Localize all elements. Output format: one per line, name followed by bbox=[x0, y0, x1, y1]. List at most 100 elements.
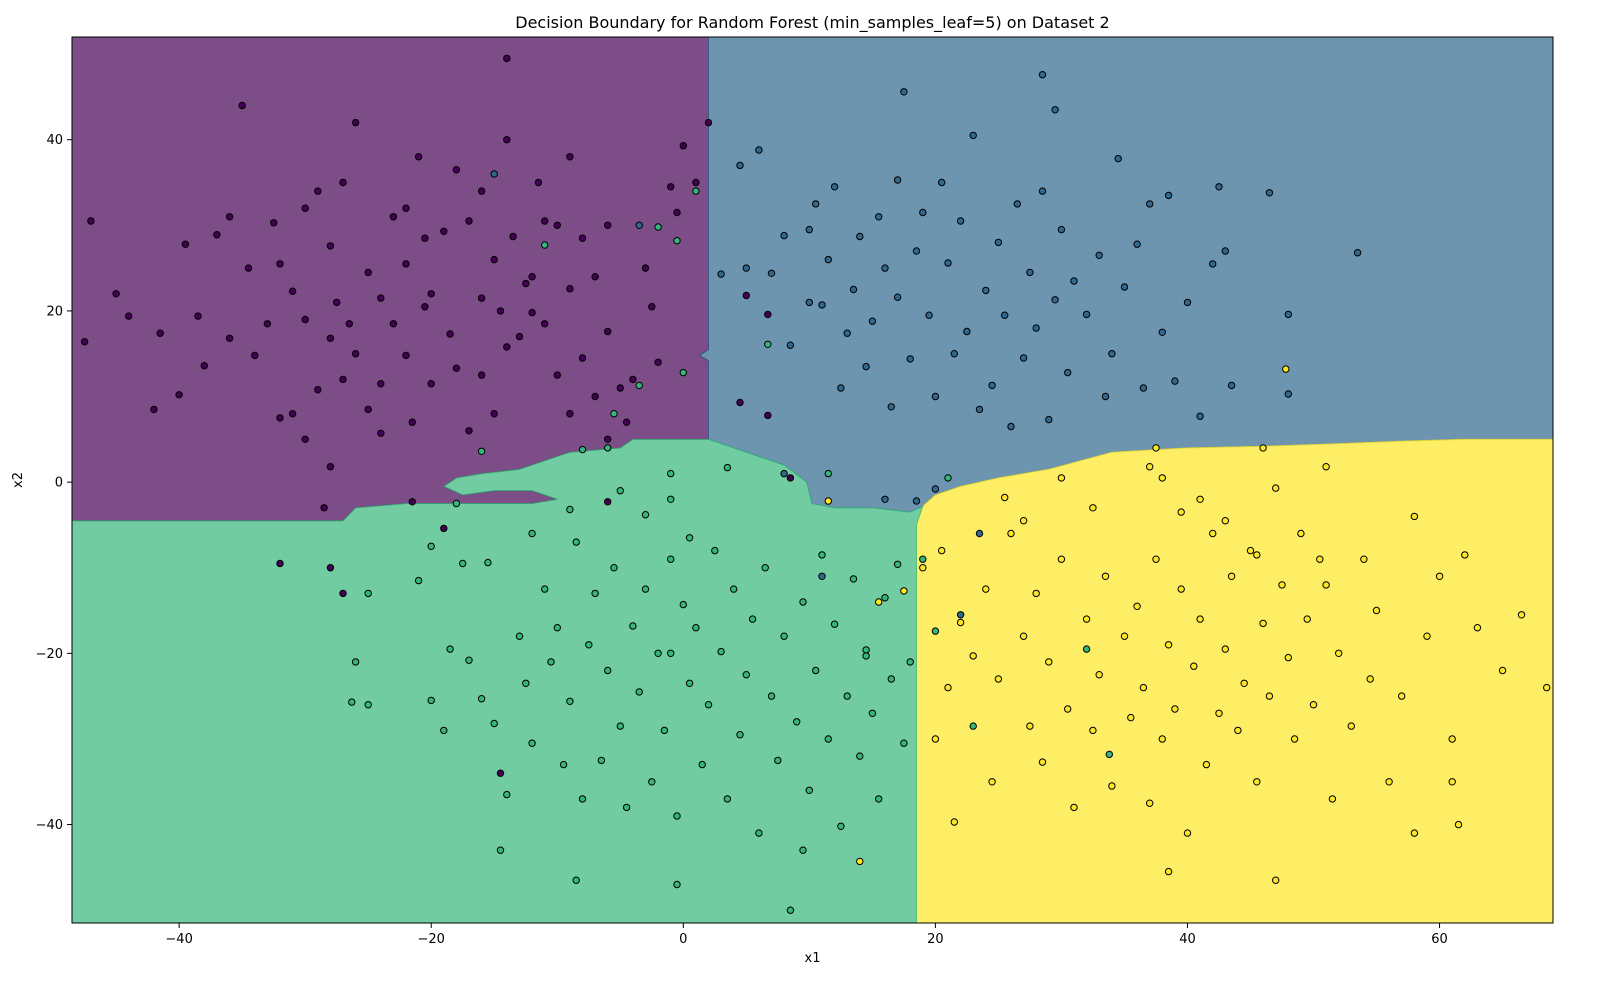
data-point bbox=[1353, 249, 1362, 257]
data-point bbox=[1309, 701, 1318, 709]
data-point bbox=[465, 656, 473, 664]
data-point bbox=[764, 411, 772, 420]
data-point bbox=[711, 546, 719, 555]
data-point bbox=[654, 649, 662, 657]
data-point bbox=[862, 652, 870, 660]
data-point bbox=[452, 499, 461, 508]
data-point bbox=[1164, 867, 1173, 876]
data-point bbox=[585, 641, 593, 649]
data-point bbox=[764, 310, 772, 319]
data-point bbox=[276, 260, 284, 268]
data-point bbox=[566, 505, 574, 514]
data-point bbox=[616, 487, 624, 495]
data-point bbox=[1171, 377, 1179, 385]
data-point bbox=[717, 647, 725, 656]
data-point bbox=[1108, 350, 1116, 358]
data-point bbox=[900, 587, 908, 595]
data-point bbox=[919, 555, 927, 563]
data-point bbox=[736, 731, 744, 739]
data-point bbox=[364, 701, 372, 709]
y-tick-label: 40 bbox=[46, 133, 63, 148]
data-point bbox=[830, 183, 839, 191]
data-point bbox=[868, 709, 877, 717]
data-point bbox=[1114, 154, 1122, 163]
data-point bbox=[1202, 760, 1211, 769]
data-point bbox=[597, 756, 606, 765]
data-point bbox=[1328, 795, 1337, 803]
data-point bbox=[326, 463, 335, 471]
data-point bbox=[1322, 581, 1330, 589]
x-tick-label: −20 bbox=[418, 932, 445, 947]
data-point bbox=[1057, 555, 1066, 563]
data-point bbox=[667, 649, 675, 657]
data-point bbox=[1070, 277, 1078, 285]
data-point bbox=[944, 683, 952, 692]
data-point bbox=[440, 227, 448, 236]
data-point bbox=[616, 722, 624, 730]
data-point bbox=[893, 176, 902, 184]
data-point bbox=[1259, 444, 1267, 452]
data-point bbox=[578, 445, 587, 454]
data-point bbox=[1070, 803, 1078, 812]
region-class-2 bbox=[72, 438, 924, 923]
data-point bbox=[1259, 619, 1267, 628]
data-point bbox=[156, 329, 164, 337]
data-point bbox=[988, 778, 996, 786]
data-point bbox=[685, 534, 694, 542]
data-point bbox=[925, 311, 933, 319]
data-point bbox=[351, 118, 360, 127]
data-point bbox=[276, 559, 284, 568]
data-point bbox=[1133, 240, 1141, 248]
data-point bbox=[1038, 758, 1047, 766]
data-point bbox=[1038, 187, 1047, 195]
data-point bbox=[912, 247, 921, 255]
data-point bbox=[1366, 675, 1374, 683]
data-point bbox=[667, 183, 675, 191]
data-point bbox=[1253, 778, 1261, 786]
data-point bbox=[856, 752, 864, 760]
data-point bbox=[1284, 310, 1293, 319]
data-point bbox=[522, 279, 530, 288]
data-point bbox=[566, 153, 574, 161]
data-point bbox=[837, 822, 845, 830]
data-point bbox=[421, 303, 429, 311]
data-point bbox=[944, 474, 952, 482]
data-point bbox=[830, 620, 839, 628]
data-point bbox=[692, 624, 700, 632]
data-point bbox=[578, 354, 587, 362]
data-point bbox=[301, 204, 309, 212]
data-point bbox=[1139, 384, 1148, 392]
data-point bbox=[1265, 189, 1274, 197]
data-point bbox=[465, 217, 473, 225]
data-point bbox=[604, 221, 612, 230]
data-point bbox=[244, 264, 253, 272]
data-point bbox=[881, 495, 889, 503]
data-point bbox=[919, 208, 927, 217]
data-point bbox=[326, 564, 335, 572]
data-point bbox=[1335, 649, 1343, 657]
data-point bbox=[862, 646, 870, 654]
data-point bbox=[1253, 551, 1261, 559]
data-point bbox=[528, 739, 536, 747]
data-point bbox=[1057, 225, 1066, 234]
data-point bbox=[1517, 611, 1526, 619]
data-point bbox=[698, 760, 706, 769]
data-point bbox=[906, 355, 914, 363]
data-point bbox=[1297, 529, 1305, 538]
data-point bbox=[1152, 555, 1160, 563]
data-point bbox=[591, 392, 599, 401]
data-point bbox=[774, 756, 782, 765]
data-point bbox=[767, 692, 776, 700]
data-point bbox=[875, 795, 883, 803]
data-point bbox=[1473, 624, 1482, 632]
data-point bbox=[881, 594, 889, 602]
data-point bbox=[591, 589, 599, 598]
data-point bbox=[1026, 722, 1034, 730]
data-point bbox=[503, 790, 511, 799]
data-points bbox=[80, 54, 1551, 914]
data-point bbox=[755, 829, 763, 837]
data-point bbox=[604, 444, 612, 452]
data-point bbox=[635, 221, 643, 230]
series-class-0 bbox=[80, 54, 795, 777]
data-point bbox=[566, 285, 574, 293]
